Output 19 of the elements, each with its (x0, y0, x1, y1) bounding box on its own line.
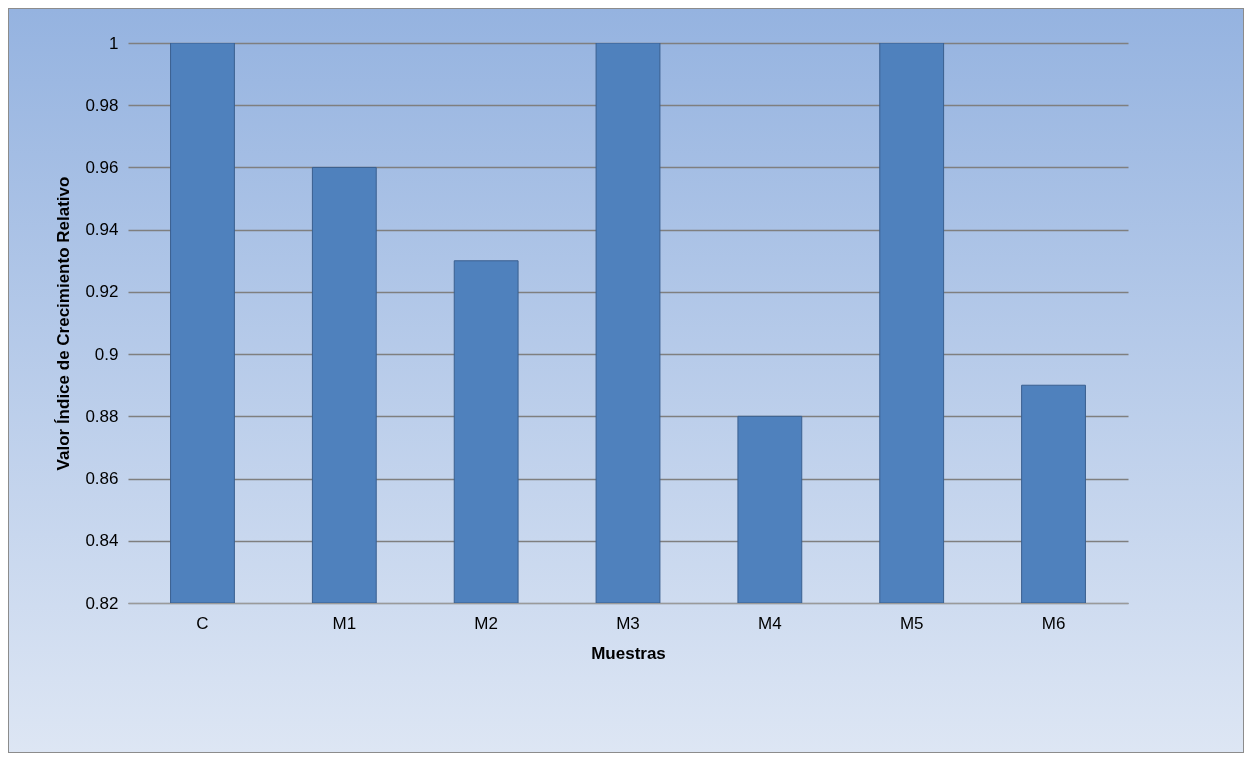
x-axis-title: Muestras (591, 643, 666, 663)
x-tick-label: M5 (899, 613, 924, 633)
y-tick-label: 0.9 (94, 344, 119, 364)
y-tick-label: 0.94 (85, 220, 119, 240)
x-tick-label: M1 (332, 613, 357, 633)
x-tick-label: M4 (758, 613, 782, 633)
y-tick-label: 0.96 (85, 157, 119, 177)
y-tick-label: 0.82 (85, 593, 119, 613)
y-tick-label: 1 (109, 33, 119, 53)
x-tick-label: M2 (474, 613, 498, 633)
y-axis-title: Valor Índice de Crecimiento Relativo (54, 176, 74, 471)
y-tick-label: 0.84 (85, 531, 119, 551)
y-tick-label: 0.98 (85, 95, 119, 115)
x-tick-label: C (196, 613, 209, 633)
y-tick-label: 0.86 (85, 469, 119, 489)
y-tick-label: 0.92 (85, 282, 119, 302)
y-tick-label: 0.88 (85, 406, 119, 426)
x-tick-label: M3 (616, 613, 640, 633)
x-tick-label: M6 (1041, 613, 1066, 633)
